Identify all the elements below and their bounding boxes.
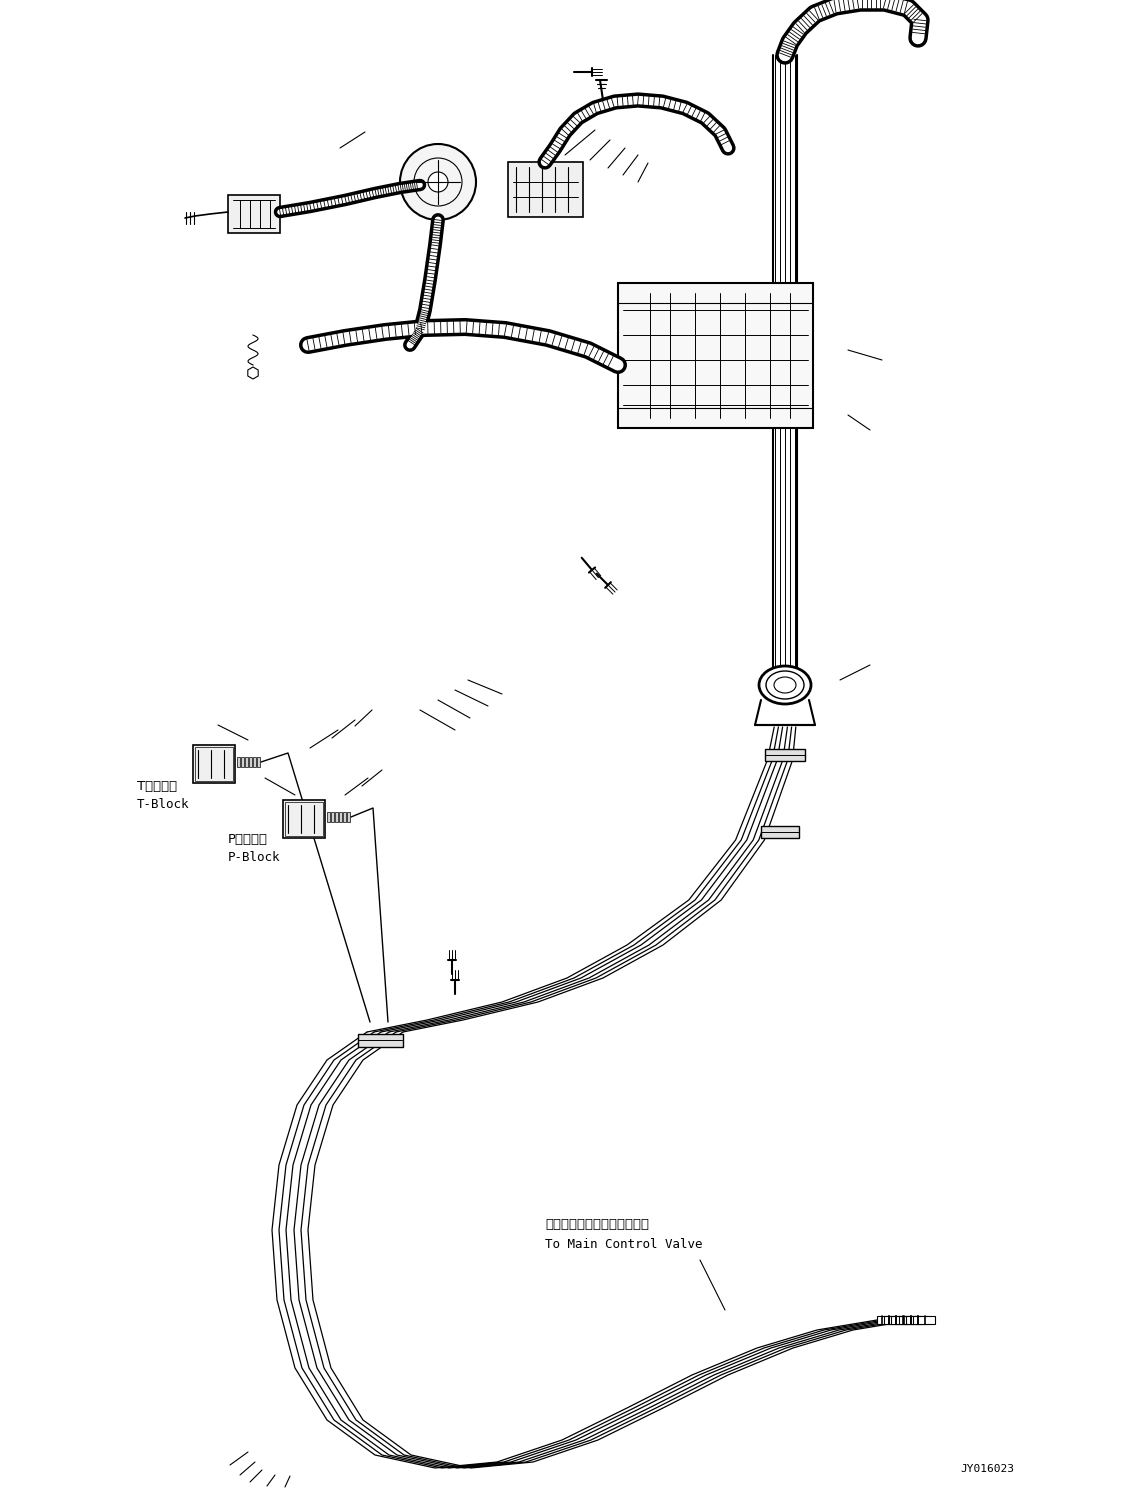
Bar xyxy=(245,756,248,767)
Text: T-Block: T-Block xyxy=(137,798,190,812)
Ellipse shape xyxy=(759,666,812,704)
Bar xyxy=(193,744,235,783)
Bar xyxy=(195,747,233,782)
Circle shape xyxy=(400,144,475,220)
Bar xyxy=(331,812,334,822)
Bar xyxy=(227,195,280,232)
Bar xyxy=(618,283,813,427)
Bar xyxy=(761,826,799,838)
Bar xyxy=(339,812,342,822)
Text: To Main Control Valve: To Main Control Valve xyxy=(545,1237,703,1251)
Bar xyxy=(347,812,350,822)
Bar xyxy=(507,162,583,217)
Bar xyxy=(335,812,338,822)
Text: P-Block: P-Block xyxy=(227,852,280,864)
Circle shape xyxy=(427,173,448,192)
Bar xyxy=(283,800,325,838)
Bar xyxy=(249,756,251,767)
Bar xyxy=(900,1316,921,1324)
Text: JY016023: JY016023 xyxy=(960,1464,1014,1474)
Bar xyxy=(892,1316,913,1324)
Bar xyxy=(285,803,323,835)
Bar xyxy=(343,812,346,822)
Text: Tブロック: Tブロック xyxy=(137,780,177,794)
Bar xyxy=(913,1316,935,1324)
Bar xyxy=(358,1033,403,1047)
Bar xyxy=(253,756,256,767)
Bar xyxy=(241,756,243,767)
Polygon shape xyxy=(248,366,258,380)
Bar xyxy=(906,1316,928,1324)
Bar xyxy=(257,756,259,767)
Bar xyxy=(237,756,240,767)
Text: Pブロック: Pブロック xyxy=(227,832,267,846)
Bar xyxy=(327,812,330,822)
Bar xyxy=(877,1316,900,1324)
Bar xyxy=(765,749,805,761)
Bar xyxy=(884,1316,906,1324)
Text: メインコントロールバルブへ: メインコントロールバルブへ xyxy=(545,1218,649,1231)
